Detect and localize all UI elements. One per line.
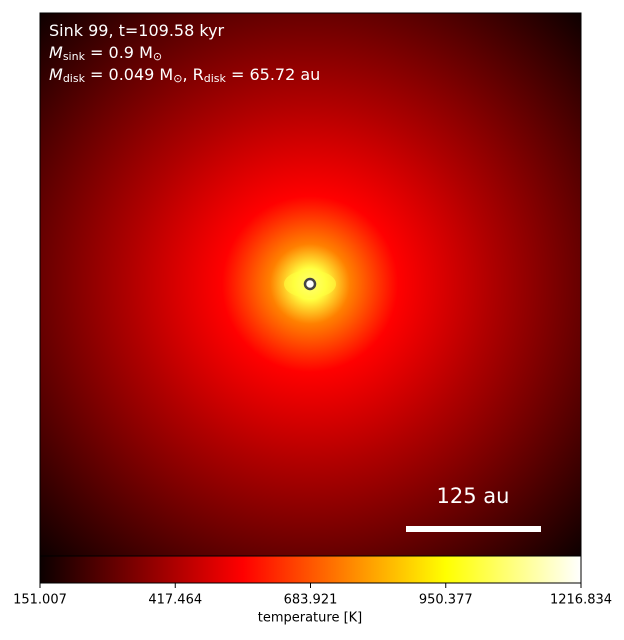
subscript: sink: [63, 50, 86, 63]
annotation-text: = 0.049 M: [85, 65, 173, 84]
colorbar-ticks: 151.007 417.464 683.921 950.377 1216.834: [13, 583, 612, 608]
annotation-text: Sink 99, t=109.58 kyr: [49, 21, 225, 40]
subscript: ⊙: [173, 72, 182, 85]
sink-marker: [303, 277, 317, 291]
tick-label: 1216.834: [550, 593, 612, 608]
annotation: Msink = 0.9 M⊙: [49, 43, 162, 64]
subscript: disk: [204, 72, 227, 85]
annotation: Mdisk = 0.049 M⊙, Rdisk = 65.72 au: [49, 65, 320, 86]
subscript: ⊙: [153, 50, 162, 63]
annotation-text: , R: [182, 65, 203, 84]
subscript: disk: [63, 72, 86, 85]
annotation: Sink 99, t=109.58 kyr: [49, 21, 225, 40]
tick-label: 151.007: [13, 593, 67, 608]
annotation-text: = 0.9 M: [85, 43, 153, 62]
tick-label: 683.921: [284, 593, 338, 608]
annotation-text: = 65.72 au: [226, 65, 320, 84]
scale-bar-label: 125 au: [437, 484, 510, 508]
tick-label: 950.377: [419, 593, 473, 608]
annotation-text: M: [49, 43, 63, 62]
colorbar-label: temperature [K]: [258, 611, 363, 626]
colorbar: [39, 555, 582, 584]
annotation-text: M: [49, 65, 63, 84]
tick-label: 417.464: [148, 593, 202, 608]
